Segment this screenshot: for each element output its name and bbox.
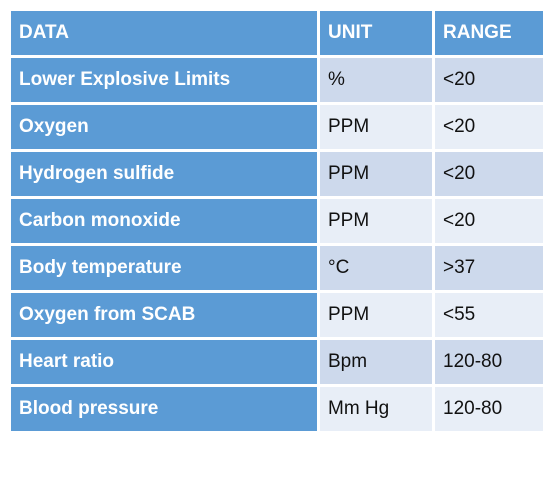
cell-unit: PPM (317, 290, 435, 340)
cell-data: Body temperature (8, 243, 320, 293)
cell-data: Heart ratio (8, 337, 320, 387)
cell-data: Carbon monoxide (8, 196, 320, 246)
cell-unit: PPM (317, 196, 435, 246)
table-row: Lower Explosive Limits % <20 (8, 55, 546, 105)
cell-range: <20 (432, 55, 546, 105)
cell-range: <20 (432, 102, 546, 152)
cell-unit: Bpm (317, 337, 435, 387)
cell-range: <55 (432, 290, 546, 340)
table-row: Blood pressure Mm Hg 120-80 (8, 384, 546, 434)
header-range: RANGE (432, 8, 546, 58)
cell-unit: PPM (317, 149, 435, 199)
cell-range: 120-80 (432, 337, 546, 387)
cell-unit: °C (317, 243, 435, 293)
table-row: Heart ratio Bpm 120-80 (8, 337, 546, 387)
cell-unit: % (317, 55, 435, 105)
cell-data: Oxygen from SCAB (8, 290, 320, 340)
cell-range: <20 (432, 149, 546, 199)
cell-range: >37 (432, 243, 546, 293)
cell-range: <20 (432, 196, 546, 246)
cell-range: 120-80 (432, 384, 546, 434)
cell-unit: Mm Hg (317, 384, 435, 434)
header-unit: UNIT (317, 8, 435, 58)
header-data: DATA (8, 8, 320, 58)
cell-unit: PPM (317, 102, 435, 152)
table-header-row: DATA UNIT RANGE (8, 8, 546, 58)
cell-data: Blood pressure (8, 384, 320, 434)
cell-data: Lower Explosive Limits (8, 55, 320, 105)
table-row: Hydrogen sulfide PPM <20 (8, 149, 546, 199)
data-table: DATA UNIT RANGE Lower Explosive Limits %… (8, 8, 546, 434)
cell-data: Oxygen (8, 102, 320, 152)
table-row: Oxygen PPM <20 (8, 102, 546, 152)
table-row: Body temperature °C >37 (8, 243, 546, 293)
cell-data: Hydrogen sulfide (8, 149, 320, 199)
table-row: Carbon monoxide PPM <20 (8, 196, 546, 246)
table-row: Oxygen from SCAB PPM <55 (8, 290, 546, 340)
